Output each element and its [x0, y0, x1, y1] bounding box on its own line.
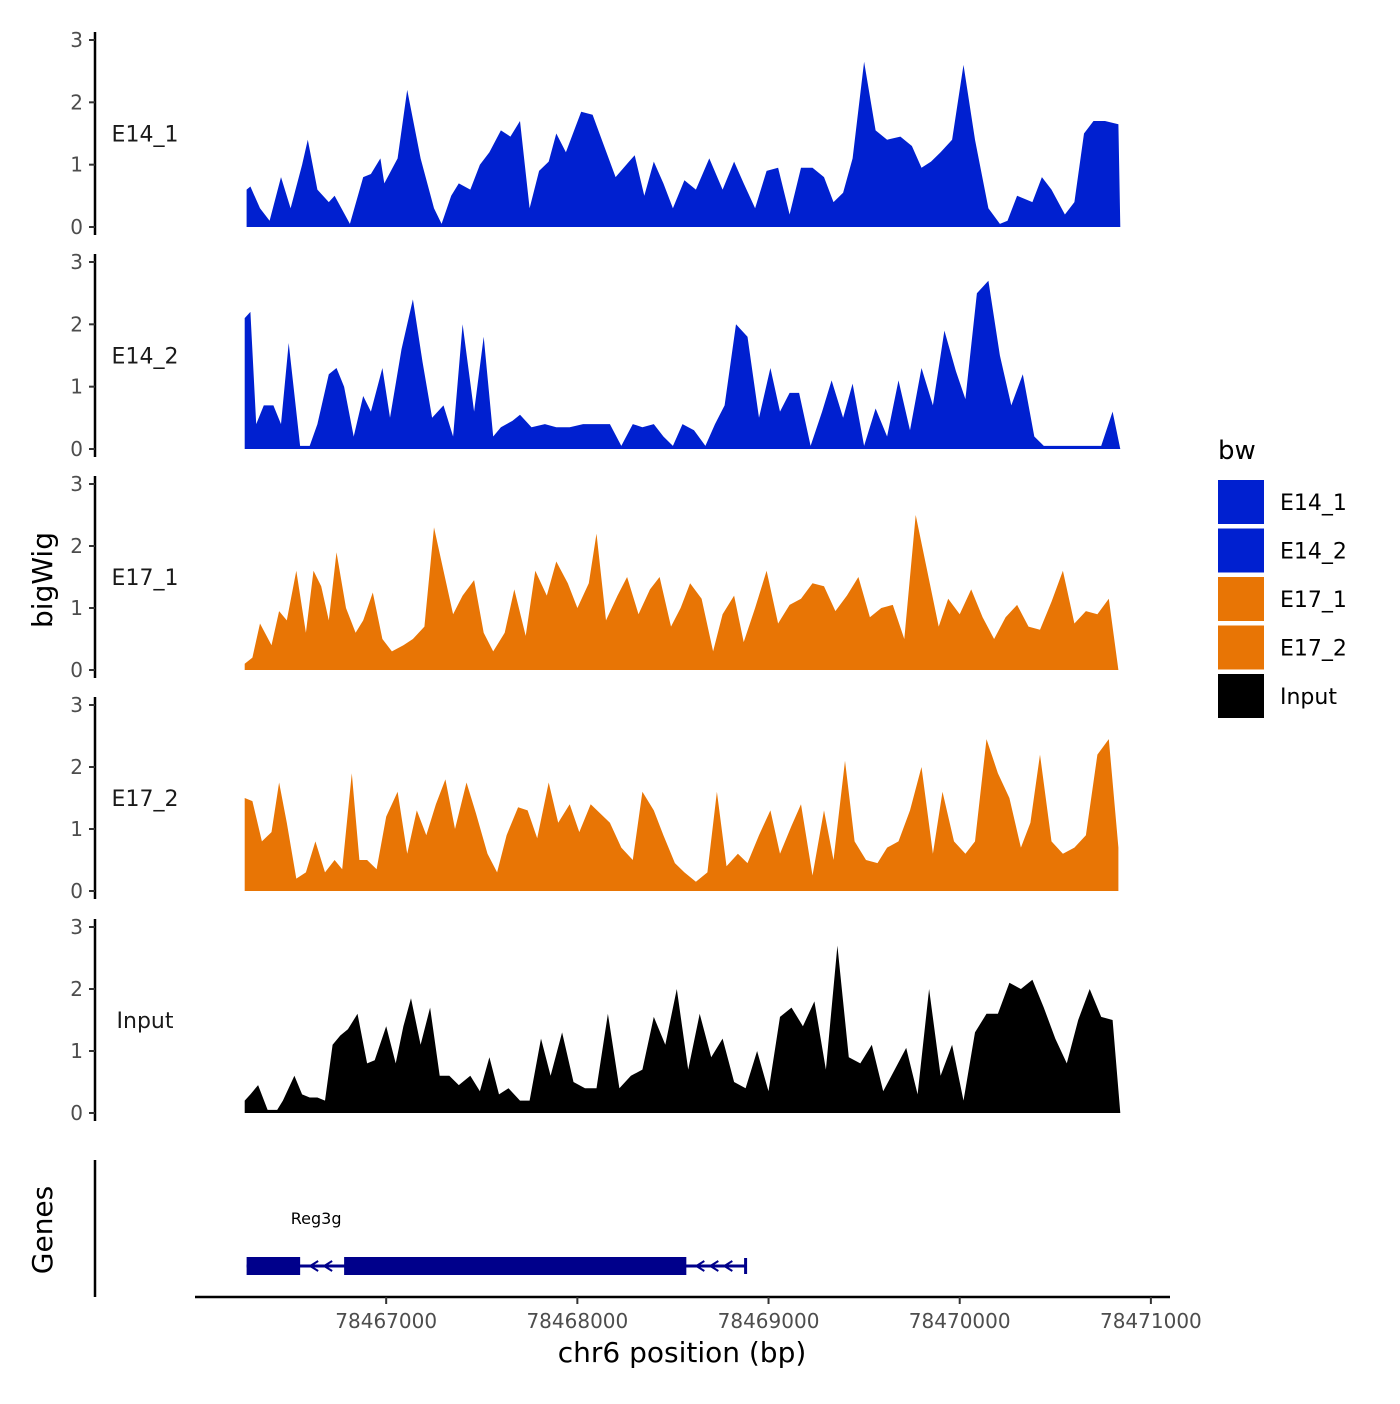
y-tick-label: 2 — [70, 312, 83, 336]
strand-arrow-icon — [708, 1260, 719, 1272]
bigwig-tracks: 0 1 2 3 E14_1 0 1 2 3 E14_2 0 1 2 3 E17_1 0 1 2 3 E17_2 0 1 2 3… — [70, 28, 1121, 1125]
legend-title: bw — [1218, 436, 1256, 466]
gene-exon — [344, 1257, 687, 1275]
x-tick-label: 78470000 — [909, 1309, 1011, 1333]
legend-swatch-E17_2 — [1218, 625, 1264, 670]
area-E17_2 — [244, 739, 1119, 891]
area-E14_1 — [246, 61, 1121, 227]
y-tick-label: 1 — [70, 596, 83, 620]
area-E17_1 — [244, 515, 1119, 670]
track-E17_2: 0 1 2 3 E17_2 — [70, 693, 1119, 903]
y-tick-label: 1 — [70, 817, 83, 841]
area-Input — [244, 945, 1121, 1113]
legend-swatch-Input — [1218, 674, 1264, 718]
y-tick-label: 3 — [70, 693, 83, 717]
legend-swatch-E14_1 — [1218, 480, 1264, 524]
y-tick-label: 0 — [70, 1101, 83, 1125]
gene-label: Reg3g — [291, 1209, 342, 1228]
y-tick-label: 1 — [70, 375, 83, 399]
genes-track: Reg3g — [93, 1160, 748, 1297]
track-E14_1: 0 1 2 3 E14_1 — [70, 28, 1121, 239]
x-tick-label: 78469000 — [718, 1309, 820, 1333]
y-tick-label: 0 — [70, 437, 83, 461]
x-axis-title: chr6 position (bp) — [558, 1336, 807, 1369]
strand-arrow-icon — [308, 1260, 319, 1272]
legend: bw E14_1 E14_2 E17_1 E17_2 Input — [1218, 436, 1347, 718]
y-axis-title: bigWig — [26, 532, 59, 628]
y-tick-label: 3 — [70, 915, 83, 939]
legend-label-E14_2: E14_2 — [1280, 540, 1347, 565]
legend-label-Input: Input — [1280, 685, 1337, 710]
y-tick-label: 2 — [70, 755, 83, 779]
y-tick-label: 2 — [70, 534, 83, 558]
genes-axis-title: Genes — [26, 1186, 59, 1274]
gene-exon — [246, 1257, 301, 1275]
legend-swatch-E17_1 — [1218, 577, 1264, 621]
y-tick-label: 0 — [70, 879, 83, 903]
y-tick-label: 3 — [70, 472, 83, 496]
y-tick-label: 2 — [70, 977, 83, 1001]
x-tick-label: 78471000 — [1100, 1309, 1202, 1333]
y-tick-label: 2 — [70, 90, 83, 114]
y-tick-label: 3 — [70, 28, 83, 52]
track-Input: 0 1 2 3 Input — [70, 915, 1121, 1125]
x-tick-label: 78467000 — [335, 1309, 437, 1333]
y-tick-label: 1 — [70, 1039, 83, 1063]
y-tick-label: 3 — [70, 250, 83, 274]
legend-label-E17_1: E17_1 — [1280, 588, 1347, 613]
track-label-Input: Input — [117, 1009, 174, 1034]
strand-arrow-icon — [722, 1260, 733, 1272]
y-tick-label: 0 — [70, 658, 83, 682]
track-label-E14_2: E14_2 — [112, 345, 179, 370]
track-label-E17_2: E17_2 — [112, 787, 179, 812]
y-tick-label: 1 — [70, 153, 83, 177]
strand-arrow-icon — [322, 1260, 333, 1272]
track-label-E17_1: E17_1 — [112, 566, 179, 591]
gene-Reg3g: Reg3g — [246, 1209, 748, 1275]
legend-swatch-E14_2 — [1218, 528, 1264, 573]
area-E14_2 — [244, 280, 1121, 449]
legend-label-E14_1: E14_1 — [1280, 491, 1347, 516]
track-E17_1: 0 1 2 3 E17_1 — [70, 472, 1119, 682]
track-label-E14_1: E14_1 — [112, 123, 179, 148]
x-tick-label: 78468000 — [526, 1309, 628, 1333]
legend-label-E17_2: E17_2 — [1280, 637, 1347, 662]
track-E14_2: 0 1 2 3 E14_2 — [70, 250, 1121, 461]
x-axis: 78467000 78468000 78469000 78470000 78471000 — [195, 1295, 1202, 1333]
y-tick-label: 0 — [70, 215, 83, 239]
strand-arrow-icon — [694, 1260, 705, 1272]
